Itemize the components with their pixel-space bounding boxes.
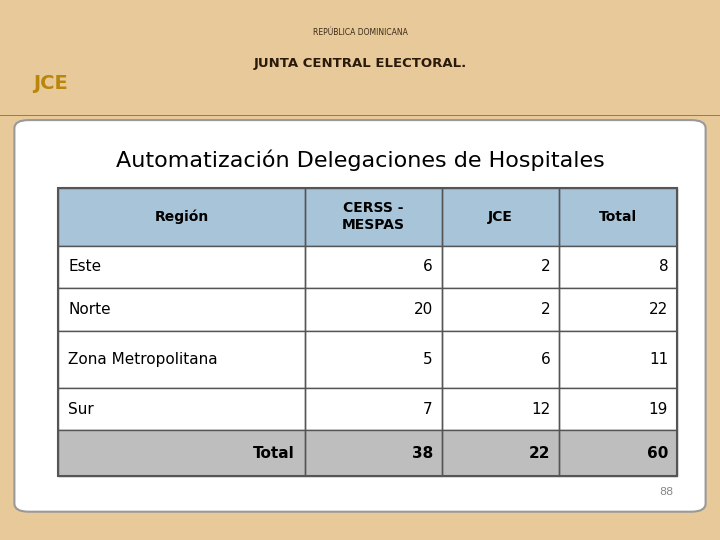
Bar bbox=[305, 288, 441, 330]
Text: 19: 19 bbox=[649, 402, 668, 416]
Bar bbox=[559, 388, 677, 430]
Bar bbox=[305, 330, 441, 388]
FancyBboxPatch shape bbox=[14, 120, 706, 512]
Bar bbox=[58, 388, 677, 430]
Bar bbox=[58, 288, 677, 330]
Bar bbox=[58, 246, 677, 288]
Text: 8: 8 bbox=[659, 259, 668, 274]
Bar bbox=[441, 246, 559, 288]
Bar bbox=[305, 246, 441, 288]
Text: Norte: Norte bbox=[68, 302, 111, 317]
Bar bbox=[58, 330, 305, 388]
Bar bbox=[441, 330, 559, 388]
Bar bbox=[58, 430, 305, 476]
Bar bbox=[441, 430, 559, 476]
Bar bbox=[441, 188, 559, 246]
Bar bbox=[58, 188, 305, 246]
Text: 11: 11 bbox=[649, 352, 668, 367]
Text: Total: Total bbox=[599, 210, 637, 224]
Text: Automatización Delegaciones de Hospitales: Automatización Delegaciones de Hospitale… bbox=[116, 149, 604, 171]
Bar bbox=[559, 188, 677, 246]
Text: Sur: Sur bbox=[68, 402, 94, 416]
Text: 2: 2 bbox=[541, 302, 551, 317]
Text: CERSS -
MESPAS: CERSS - MESPAS bbox=[342, 201, 405, 232]
Bar bbox=[559, 330, 677, 388]
Text: 5: 5 bbox=[423, 352, 433, 367]
Bar bbox=[559, 288, 677, 330]
Text: 38: 38 bbox=[412, 446, 433, 461]
Text: 7: 7 bbox=[423, 402, 433, 416]
Text: REPÚBLICA DOMINICANA: REPÚBLICA DOMINICANA bbox=[312, 28, 408, 37]
Text: JCE: JCE bbox=[33, 74, 68, 93]
Text: 88: 88 bbox=[659, 487, 673, 497]
Text: 12: 12 bbox=[531, 402, 551, 416]
Text: 6: 6 bbox=[423, 259, 433, 274]
Text: 20: 20 bbox=[413, 302, 433, 317]
Bar bbox=[58, 188, 677, 246]
Text: Zona Metropolitana: Zona Metropolitana bbox=[68, 352, 218, 367]
Text: 60: 60 bbox=[647, 446, 668, 461]
Text: JCE: JCE bbox=[488, 210, 513, 224]
Text: 2: 2 bbox=[541, 259, 551, 274]
Text: 6: 6 bbox=[541, 352, 551, 367]
Bar bbox=[305, 430, 441, 476]
Text: JUNTA CENTRAL ELECTORAL.: JUNTA CENTRAL ELECTORAL. bbox=[253, 57, 467, 70]
Bar bbox=[305, 388, 441, 430]
Bar bbox=[559, 246, 677, 288]
Text: 22: 22 bbox=[649, 302, 668, 317]
Text: Región: Región bbox=[154, 210, 209, 224]
Text: 22: 22 bbox=[529, 446, 551, 461]
Bar bbox=[441, 388, 559, 430]
Bar bbox=[58, 388, 305, 430]
Bar bbox=[58, 288, 305, 330]
Text: Este: Este bbox=[68, 259, 102, 274]
Bar bbox=[58, 188, 677, 476]
Text: Total: Total bbox=[253, 446, 294, 461]
Bar bbox=[58, 430, 677, 476]
Bar bbox=[441, 288, 559, 330]
Bar bbox=[58, 330, 677, 388]
Bar bbox=[58, 246, 305, 288]
Bar bbox=[305, 188, 441, 246]
Bar bbox=[559, 430, 677, 476]
